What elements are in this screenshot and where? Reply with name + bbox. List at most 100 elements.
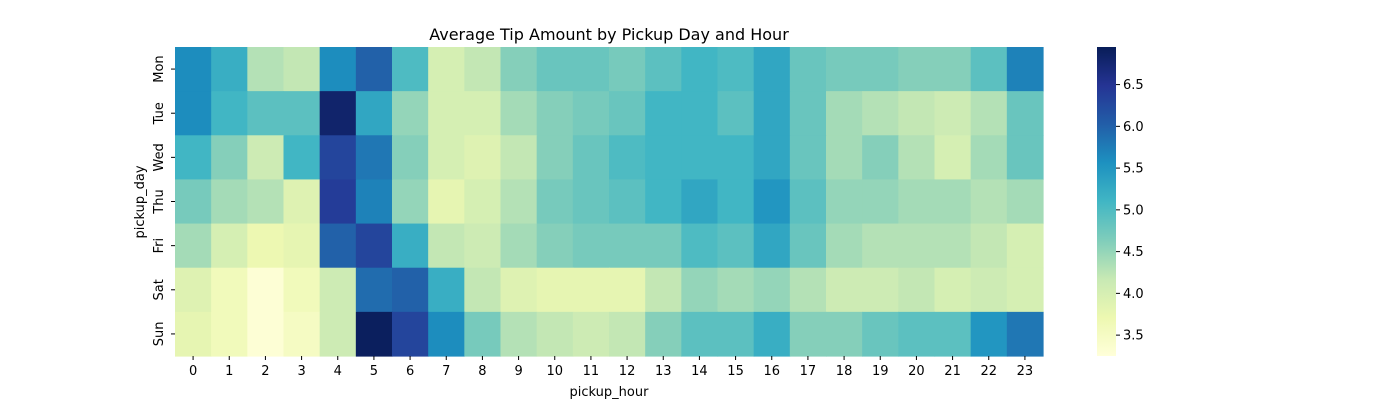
heatmap-cell-sat-13 — [645, 267, 682, 313]
heatmap-cell-fri-11 — [572, 223, 610, 269]
heatmap-cell-wed-2 — [247, 135, 285, 181]
heatmap-cell-sun-11 — [572, 311, 610, 357]
heatmap-cell-mon-18 — [826, 47, 863, 92]
heatmap-cell-tue-5 — [355, 91, 393, 136]
heatmap-cell-thu-21 — [934, 179, 972, 225]
heatmap-cell-tue-13 — [645, 91, 682, 136]
heatmap-cell-fri-3 — [283, 223, 321, 269]
heatmap-cell-sat-16 — [753, 267, 791, 313]
heatmap-cell-tue-20 — [898, 91, 936, 136]
heatmap-cell-thu-8 — [464, 179, 502, 225]
heatmap-cell-sat-21 — [934, 267, 972, 313]
heatmap-cell-sun-1 — [211, 311, 248, 357]
heatmap-cell-sun-3 — [283, 311, 321, 357]
heatmap-cell-thu-19 — [862, 179, 899, 225]
heatmap-cell-mon-21 — [934, 47, 972, 92]
heatmap-cell-mon-5 — [355, 47, 393, 92]
heatmap-cell-thu-11 — [572, 179, 610, 225]
x-tick-label: 9 — [514, 364, 522, 379]
colorbar-ticks: 3.5 4.0 4.5 5.0 5.5 6.0 6.5 — [1116, 78, 1144, 344]
x-tick-label: 8 — [478, 364, 486, 379]
heatmap-cell-thu-13 — [645, 179, 682, 225]
heatmap-cell-wed-9 — [500, 135, 538, 181]
heatmap-cell-mon-22 — [970, 47, 1008, 92]
heatmap-cell-mon-10 — [536, 47, 574, 92]
x-tick-label: 5 — [370, 364, 378, 379]
heatmap-cell-mon-15 — [717, 47, 755, 92]
colorbar-tick-label: 6.5 — [1123, 78, 1144, 93]
heatmap-cell-wed-23 — [1006, 135, 1044, 181]
heatmap-cell-tue-14 — [681, 91, 719, 136]
heatmap-cell-sun-15 — [717, 311, 755, 357]
heatmap-cell-tue-19 — [862, 91, 899, 136]
colorbar-tick-label: 4.5 — [1123, 245, 1144, 260]
heatmap-cell-sat-7 — [428, 267, 465, 313]
heatmap-cell-tue-8 — [464, 91, 502, 136]
heatmap-cell-wed-3 — [283, 135, 321, 181]
heatmap-cell-wed-18 — [826, 135, 863, 181]
chart-title: Average Tip Amount by Pickup Day and Hou… — [429, 25, 789, 44]
y-tick-label: Sun — [152, 322, 167, 347]
heatmap-cell-fri-22 — [970, 223, 1008, 269]
heatmap-cell-wed-14 — [681, 135, 719, 181]
heatmap-cell-sun-9 — [500, 311, 538, 357]
heatmap-cell-tue-0 — [175, 91, 212, 136]
heatmap-cell-wed-0 — [175, 135, 212, 181]
heatmap-cell-wed-8 — [464, 135, 502, 181]
heatmap-cell-wed-19 — [862, 135, 899, 181]
heatmap-cell-sat-2 — [247, 267, 285, 313]
y-axis-label: pickup_day — [133, 165, 148, 238]
heatmap-cell-fri-21 — [934, 223, 972, 269]
heatmap-cell-sat-18 — [826, 267, 863, 313]
heatmap-cell-tue-2 — [247, 91, 285, 136]
heatmap-cell-tue-6 — [392, 91, 429, 136]
heatmap-cell-thu-6 — [392, 179, 429, 225]
x-tick-label: 12 — [619, 364, 636, 379]
y-tick-label: Mon — [152, 55, 167, 82]
heatmap-cell-thu-12 — [609, 179, 646, 225]
heatmap-cell-tue-16 — [753, 91, 791, 136]
heatmap-cell-mon-7 — [428, 47, 465, 92]
heatmap-cell-sat-9 — [500, 267, 538, 313]
heatmap-cell-thu-3 — [283, 179, 321, 225]
x-tick-label: 18 — [836, 364, 853, 379]
heatmap-cell-mon-0 — [175, 47, 212, 92]
heatmap-cell-tue-9 — [500, 91, 538, 136]
heatmap-cell-sat-23 — [1006, 267, 1044, 313]
heatmap-cell-thu-2 — [247, 179, 285, 225]
y-tick-label: Wed — [152, 143, 167, 171]
heatmap-cell-sun-18 — [826, 311, 863, 357]
heatmap-cell-fri-17 — [789, 223, 827, 269]
heatmap-cell-thu-1 — [211, 179, 248, 225]
heatmap-cell-mon-13 — [645, 47, 682, 92]
heatmap-cell-sun-17 — [789, 311, 827, 357]
heatmap-cell-sun-0 — [175, 311, 212, 357]
heatmap-cell-sat-6 — [392, 267, 429, 313]
x-tick-label: 16 — [763, 364, 780, 379]
heatmap-cell-sat-10 — [536, 267, 574, 313]
heatmap-cell-mon-12 — [609, 47, 646, 92]
x-tick-label: 23 — [1017, 364, 1034, 379]
heatmap-cells — [175, 47, 1044, 357]
heatmap-cell-mon-8 — [464, 47, 502, 92]
heatmap-cell-wed-20 — [898, 135, 936, 181]
heatmap-cell-fri-7 — [428, 223, 465, 269]
heatmap-cell-sat-15 — [717, 267, 755, 313]
x-tick-label: 7 — [442, 364, 450, 379]
heatmap-cell-tue-15 — [717, 91, 755, 136]
heatmap-cell-fri-14 — [681, 223, 719, 269]
heatmap-cell-sat-5 — [355, 267, 393, 313]
heatmap-cell-sun-16 — [753, 311, 791, 357]
heatmap-cell-mon-20 — [898, 47, 936, 92]
heatmap-cell-sat-1 — [211, 267, 248, 313]
y-tick-label: Thu — [152, 189, 167, 214]
heatmap-cell-thu-0 — [175, 179, 212, 225]
heatmap-cell-mon-6 — [392, 47, 429, 92]
x-tick-label: 22 — [980, 364, 997, 379]
heatmap-cell-fri-20 — [898, 223, 936, 269]
colorbar-tick-label: 6.0 — [1123, 120, 1144, 135]
heatmap-cell-sat-20 — [898, 267, 936, 313]
heatmap-cell-thu-14 — [681, 179, 719, 225]
y-axis-ticks: Mon Tue Wed Thu Fri Sat Sun — [152, 55, 175, 346]
heatmap-cell-sat-4 — [319, 267, 357, 313]
